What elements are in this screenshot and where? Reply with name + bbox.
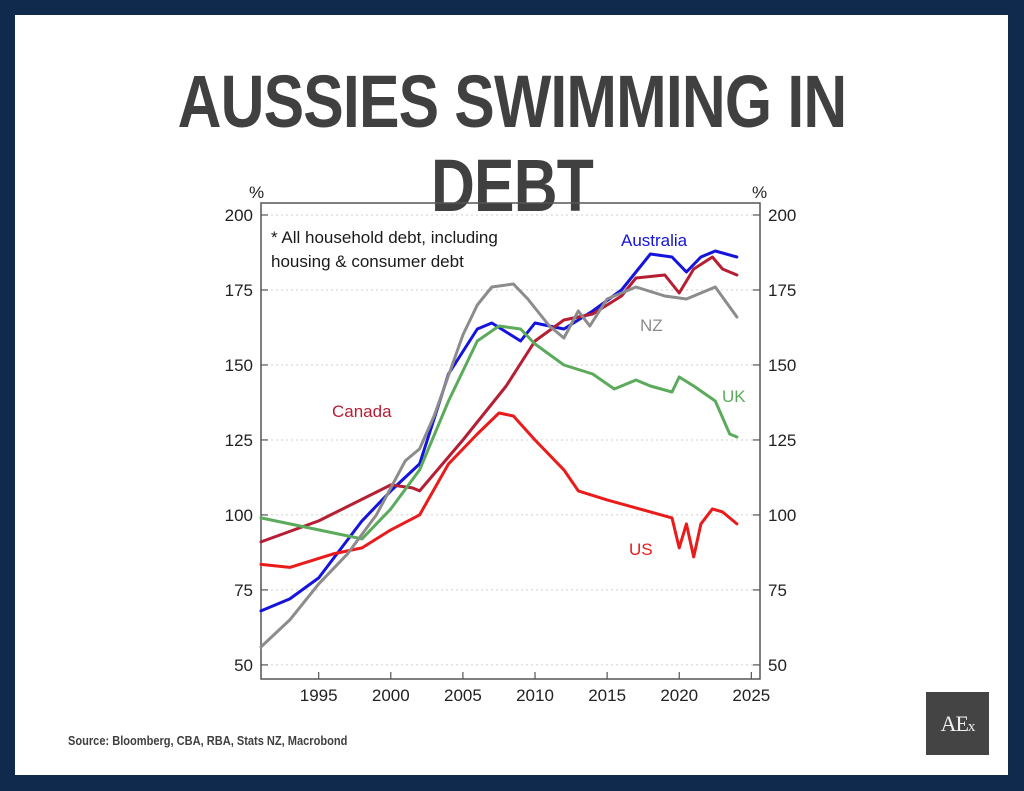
y-tick-label-right: 200 [768,206,796,225]
axis-ticks: 50 50 75 75 100 100 125 125 150 150 175 175 200 200 19… [225,206,797,705]
x-tick-label: 2020 [660,686,698,705]
series-line-canada [259,255,739,544]
series-line-us [259,411,739,569]
series-label-us: US [629,540,653,559]
chart-note-line2: housing & consumer debt [271,252,464,271]
x-tick-label: 1995 [300,686,338,705]
x-tick-label: 2015 [588,686,626,705]
y-tick-label-right: 125 [768,431,796,450]
y-tick-label-left: 150 [225,356,253,375]
y-tick-label-right: 75 [768,581,787,600]
y-tick-label-left: 100 [225,506,253,525]
aex-logo: AEx [926,692,989,755]
chart-note-line1: * All household debt, including [271,228,498,247]
series-line-australia [259,249,739,613]
y-tick-label-left: 200 [225,206,253,225]
plot-frame [260,202,761,680]
y-tick-label-right: 150 [768,356,796,375]
y-tick-label-left: 125 [225,431,253,450]
series-line-nz [259,282,739,649]
source-note: Source: Bloomberg, CBA, RBA, Stats NZ, M… [68,733,348,748]
x-tick-label: 2025 [732,686,770,705]
series-label-uk: UK [722,387,746,406]
series-lines [259,249,739,649]
left-axis-unit: % [249,183,264,202]
x-tick-label: 2010 [516,686,554,705]
y-tick-label-left: 175 [225,281,253,300]
y-tick-label-left: 50 [234,656,253,675]
page-title: AUSSIES SWIMMING IN DEBT [177,60,848,227]
y-tick-label-right: 100 [768,506,796,525]
x-tick-label: 2000 [372,686,410,705]
y-tick-label-right: 50 [768,656,787,675]
y-tick-label-right: 175 [768,281,796,300]
series-line-uk [259,324,739,541]
logo-text: AEx [940,710,976,736]
y-tick-label-left: 75 [234,581,253,600]
card-background [15,15,1008,775]
right-axis-unit: % [752,183,767,202]
series-label-canada: Canada [332,402,392,421]
series-label-australia: Australia [621,231,688,250]
series-label-nz: NZ [640,316,663,335]
x-tick-label: 2005 [444,686,482,705]
